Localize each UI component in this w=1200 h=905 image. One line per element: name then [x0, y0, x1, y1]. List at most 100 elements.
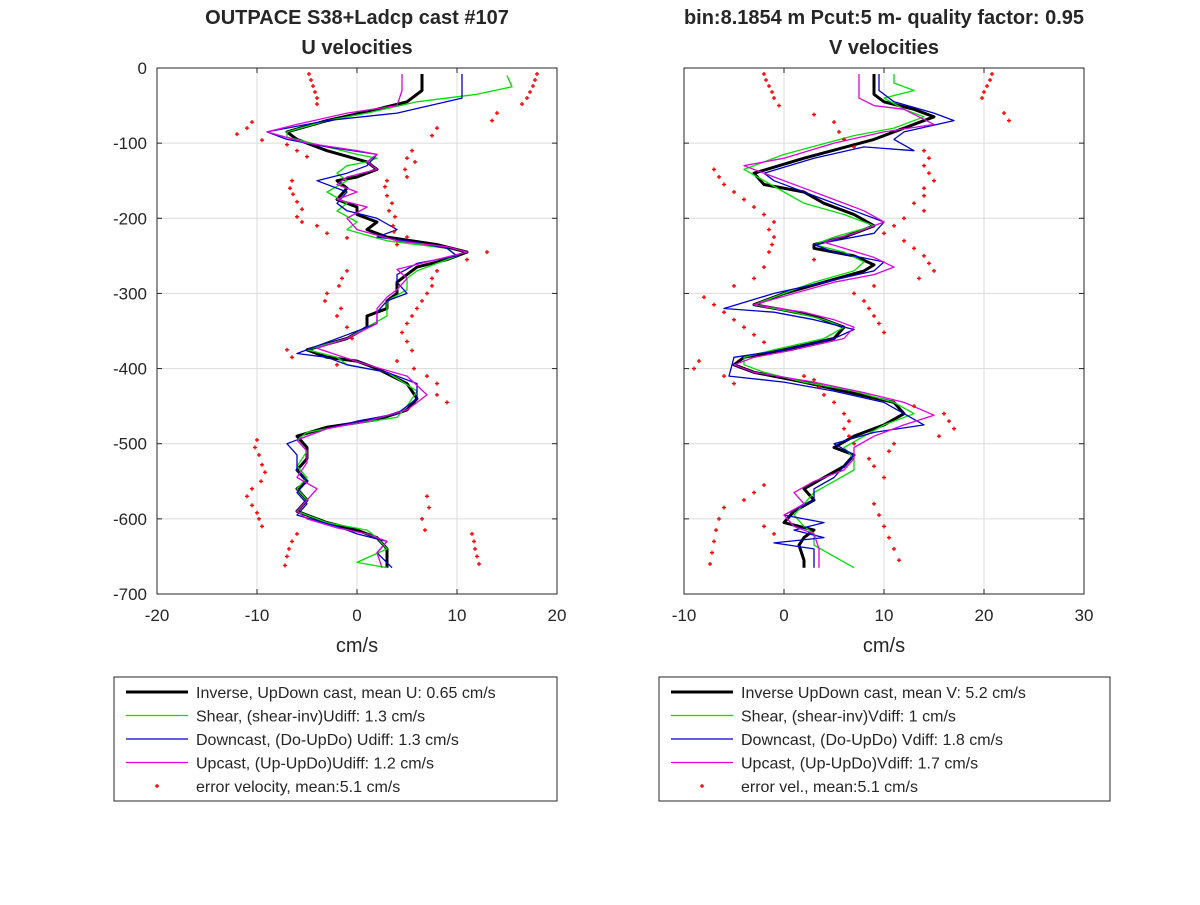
error-point: [912, 246, 916, 251]
x-tick-label: 30: [1075, 606, 1094, 625]
error-point: [732, 283, 736, 288]
error-point: [300, 207, 304, 212]
error-point: [445, 400, 449, 405]
error-point: [842, 426, 846, 431]
error-point: [922, 163, 926, 168]
error-point: [528, 90, 532, 95]
error-point: [772, 531, 776, 536]
error-point: [420, 298, 424, 303]
x-axis: -20 -10 0 10 20: [145, 68, 566, 625]
y-tick-label: 0: [138, 59, 147, 78]
error-point: [892, 546, 896, 551]
error-point: [912, 201, 916, 206]
error-point: [712, 167, 716, 172]
u-panel-subtitle: U velocities: [301, 37, 412, 59]
error-point: [395, 359, 399, 364]
error-point: [842, 137, 846, 142]
error-point: [742, 325, 746, 330]
error-point: [932, 268, 936, 273]
error-point: [717, 516, 721, 521]
legend-entry: Inverse UpDown cast, mean V: 5.2 cm/s: [671, 685, 1026, 702]
plot-area: [235, 72, 539, 569]
error-point: [425, 291, 429, 296]
error-point: [927, 156, 931, 161]
error-point: [772, 235, 776, 240]
legend-entry: Shear, (shear-inv)Udiff: 1.3 cm/s: [126, 709, 425, 726]
error-point: [337, 283, 341, 288]
error-point: [339, 306, 343, 311]
legend-entry: error vel., mean:5.1 cm/s: [700, 779, 918, 796]
error-point: [520, 102, 524, 107]
error-point: [762, 524, 766, 529]
error-point: [465, 257, 469, 262]
legend-label: Inverse, UpDown cast, mean U: 0.65 cm/s: [196, 685, 496, 702]
legend-entry: Upcast, (Up-UpDo)Vdiff: 1.7 cm/s: [671, 756, 978, 773]
error-point: [345, 268, 349, 273]
error-point: [1007, 118, 1011, 123]
error-point: [917, 276, 921, 281]
error-point: [777, 103, 781, 108]
error-point: [250, 486, 254, 491]
error-point: [393, 214, 397, 219]
error-point: [867, 306, 871, 311]
legend-label: Shear, (shear-inv)Vdiff: 1 cm/s: [741, 709, 956, 726]
error-point: [410, 313, 414, 318]
error-point: [922, 253, 926, 258]
x-axis: -10 0 10 20 30: [672, 68, 1094, 625]
error-point: [980, 96, 984, 101]
error-point: [255, 437, 259, 442]
series-line-2: [723, 74, 955, 568]
error-point: [257, 516, 261, 521]
error-point: [770, 90, 774, 95]
error-point: [767, 250, 771, 255]
error-point: [410, 148, 414, 153]
error-point: [692, 366, 696, 371]
error-point: [897, 558, 901, 563]
error-point: [335, 362, 339, 367]
error-point: [872, 313, 876, 318]
error-point: [325, 291, 329, 296]
error-point: [722, 310, 726, 315]
error-point: [250, 503, 254, 508]
error-point: [300, 220, 304, 225]
error-point: [1002, 111, 1006, 116]
u-legend: Inverse, UpDown cast, mean U: 0.65 cm/s S…: [113, 676, 558, 802]
error-point: [390, 201, 394, 206]
error-point: [253, 445, 257, 450]
error-point: [887, 449, 891, 454]
error-point: [752, 205, 756, 210]
error-point: [245, 126, 249, 131]
error-point: [732, 189, 736, 194]
x-tick-label: 10: [875, 606, 894, 625]
error-point: [710, 550, 714, 555]
error-point: [947, 419, 951, 424]
error-point: [922, 148, 926, 153]
error-point: [985, 84, 989, 89]
error-point: [435, 381, 439, 386]
error-point: [385, 178, 389, 183]
error-point: [350, 336, 354, 341]
error-point: [385, 193, 389, 198]
legend-label: error velocity, mean:5.1 cm/s: [196, 779, 400, 796]
y-tick-label: -700: [113, 585, 147, 604]
error-point: [764, 78, 768, 83]
error-point: [832, 120, 836, 125]
error-point: [309, 78, 313, 83]
legend-label: Downcast, (Do-UpDo) Udiff: 1.3 cm/s: [196, 732, 459, 749]
v-panel-xlabel: cm/s: [863, 635, 905, 657]
error-point: [425, 374, 429, 379]
error-point: [842, 411, 846, 416]
error-velocity-points: [692, 72, 1011, 566]
error-point: [812, 257, 816, 262]
error-point: [335, 313, 339, 318]
error-point: [313, 90, 317, 95]
error-point: [722, 505, 726, 510]
error-point: [882, 475, 886, 480]
error-point: [405, 174, 409, 179]
error-point: [762, 483, 766, 488]
error-point: [295, 148, 299, 153]
error-point: [420, 516, 424, 521]
error-point: [937, 434, 941, 439]
error-point: [315, 96, 319, 101]
